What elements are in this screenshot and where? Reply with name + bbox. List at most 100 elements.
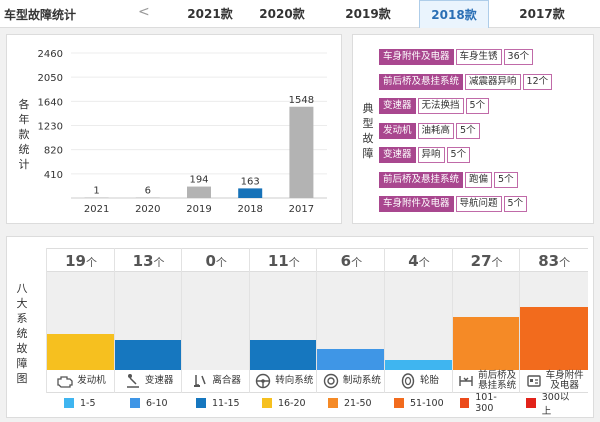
fault-count-tag[interactable]: 36个 xyxy=(503,49,534,65)
fault-issue-tag[interactable]: 导航问题 xyxy=(455,196,502,212)
system-label: 制动系统 xyxy=(342,375,381,386)
fault-row[interactable]: 变速器 异响 5个 xyxy=(379,147,471,163)
system-column[interactable]: 0个 离合器 xyxy=(181,248,251,393)
system-bar-track xyxy=(114,272,183,370)
legend-swatch xyxy=(262,398,272,408)
year-bar-2020[interactable] xyxy=(135,197,160,199)
fault-count-tag[interactable]: 5个 xyxy=(446,147,471,163)
fault-system-tag[interactable]: 车身附件及电器 xyxy=(379,196,454,212)
system-bar-track xyxy=(385,272,453,370)
system-footer: 离合器 xyxy=(182,370,251,393)
system-column[interactable]: 27个 前后桥及 悬挂系统 xyxy=(451,248,521,393)
system-column[interactable]: 4个 轮胎 xyxy=(384,248,453,393)
system-count: 6个 xyxy=(317,248,386,272)
tab-2021[interactable]: 2021款 xyxy=(187,7,233,21)
fault-system-tag[interactable]: 发动机 xyxy=(379,122,416,139)
fault-row[interactable]: 发动机 油耗高 5个 xyxy=(379,122,480,139)
fault-issue-tag[interactable]: 车身生锈 xyxy=(455,49,502,65)
system-label: 发动机 xyxy=(77,375,106,386)
system-column[interactable]: 6个制动系统 xyxy=(316,248,386,393)
year-bar-2018[interactable] xyxy=(238,188,263,198)
fault-count-tag[interactable]: 5个 xyxy=(494,171,518,188)
legend-item: 21-50 xyxy=(328,396,380,410)
system-bar-track xyxy=(249,272,318,370)
x-tick-label: 2020 xyxy=(135,204,160,215)
system-footer: 车身附件 及电器 xyxy=(520,370,589,393)
fault-system-tag[interactable]: 前后桥及悬挂系统 xyxy=(379,73,464,90)
system-footer: 前后桥及 悬挂系统 xyxy=(452,370,521,393)
system-count-number: 19 xyxy=(65,252,86,270)
system-count-number: 11 xyxy=(267,252,289,270)
system-footer: 转向系统 xyxy=(249,370,318,393)
legend-label: 300以上 xyxy=(541,392,570,417)
year-bar-2019[interactable] xyxy=(187,186,211,198)
system-label: 变速器 xyxy=(144,375,174,386)
y-tick-label: 2050 xyxy=(38,73,63,84)
brake-disc-icon xyxy=(322,373,340,389)
year-bar-2017[interactable] xyxy=(289,106,314,198)
legend-label: 16-20 xyxy=(278,397,306,409)
system-column[interactable]: 13个变速器 xyxy=(113,248,183,393)
fault-system-tag[interactable]: 变速器 xyxy=(379,147,416,163)
year-chart-label: 各年款统计 xyxy=(18,98,30,171)
x-tick-label: 2019 xyxy=(186,204,211,215)
system-count: 19个 xyxy=(47,248,115,272)
clutch-pedal-icon xyxy=(191,373,209,389)
fault-issue-tag[interactable]: 异响 xyxy=(417,147,445,163)
tire-icon xyxy=(399,373,417,389)
fault-row[interactable]: 车身附件及电器 车身生锈 36个 xyxy=(379,49,534,65)
system-column[interactable]: 19个发动机 xyxy=(46,248,115,393)
fault-system-tag[interactable]: 变速器 xyxy=(379,98,416,114)
x-tick-label: 2017 xyxy=(289,204,314,215)
prev-arrow-icon[interactable]: < xyxy=(138,4,150,20)
x-tick-label: 2021 xyxy=(84,204,109,215)
suspension-icon xyxy=(457,373,475,389)
tab-2018[interactable]: 2018款 xyxy=(419,0,489,28)
eight-systems-label: 八大系统故障图 xyxy=(16,282,28,385)
system-bar-fill xyxy=(452,317,521,370)
fault-count-tag[interactable]: 5个 xyxy=(456,122,480,139)
fault-system-tag[interactable]: 前后桥及悬挂系统 xyxy=(379,171,464,188)
fault-row[interactable]: 前后桥及悬挂系统 跑偏 5个 xyxy=(379,171,518,188)
legend-swatch xyxy=(460,398,470,408)
system-column[interactable]: 11个转向系统 xyxy=(248,248,318,393)
tab-2020[interactable]: 2020款 xyxy=(259,7,305,21)
car-body-icon xyxy=(525,373,543,389)
system-label: 前后桥及 悬挂系统 xyxy=(478,370,517,391)
system-count-number: 4 xyxy=(408,252,419,270)
fault-issue-tag[interactable]: 减震器异响 xyxy=(465,73,521,90)
fault-count-tag[interactable]: 5个 xyxy=(503,196,528,212)
system-footer: 制动系统 xyxy=(317,370,386,393)
system-label: 车身附件 及电器 xyxy=(545,370,584,391)
fault-issue-tag[interactable]: 油耗高 xyxy=(417,122,455,139)
fault-count-tag[interactable]: 12个 xyxy=(522,73,553,90)
bar-value-label: 163 xyxy=(241,176,260,187)
system-count: 83个 xyxy=(520,248,589,272)
fault-row[interactable]: 车身附件及电器 导航问题 5个 xyxy=(379,196,528,212)
system-count-unit: 个 xyxy=(215,256,227,269)
system-bar-fill xyxy=(47,333,115,370)
system-column[interactable]: 83个车身附件 及电器 xyxy=(519,248,589,393)
tab-2019[interactable]: 2019款 xyxy=(345,7,391,21)
system-count-unit: 个 xyxy=(153,256,165,269)
system-count: 11个 xyxy=(249,248,318,272)
fault-row[interactable]: 前后桥及悬挂系统 减震器异响 12个 xyxy=(379,73,553,90)
fault-row[interactable]: 变速器 无法换挡 5个 xyxy=(379,98,490,114)
color-legend: 1-5 6-10 11-15 16-20 21-50 51-100 101-300 300以上 xyxy=(64,392,584,417)
year-bar-2021[interactable] xyxy=(84,197,109,199)
legend-label: 101-300 xyxy=(475,392,497,414)
fault-system-tag[interactable]: 车身附件及电器 xyxy=(379,49,454,65)
bar-value-label: 1 xyxy=(93,186,99,197)
fault-issue-tag[interactable]: 无法换挡 xyxy=(417,98,464,114)
system-count: 13个 xyxy=(114,248,183,272)
fault-issue-tag[interactable]: 跑偏 xyxy=(465,171,493,188)
system-bar-track xyxy=(47,272,115,370)
fault-count-tag[interactable]: 5个 xyxy=(465,98,490,114)
x-tick-label: 2018 xyxy=(237,204,262,215)
gear-shift-icon xyxy=(124,373,142,389)
system-count-number: 6 xyxy=(340,252,352,270)
y-tick-label: 1230 xyxy=(38,122,63,133)
legend-item: 101-300 xyxy=(460,392,512,414)
tab-2017[interactable]: 2017款 xyxy=(519,7,565,21)
